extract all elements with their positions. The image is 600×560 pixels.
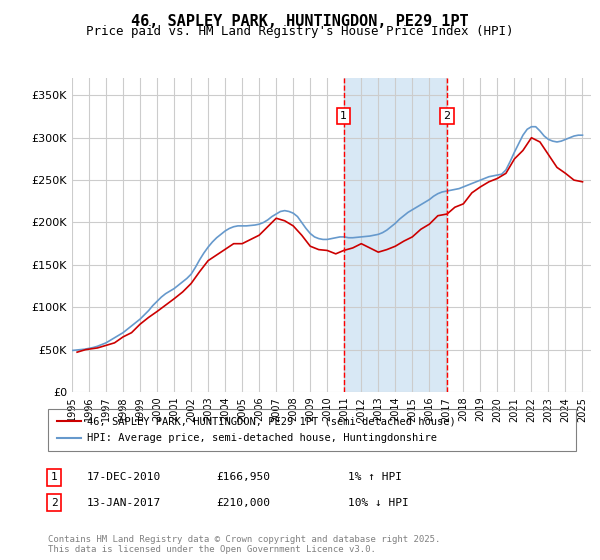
Text: 1% ↑ HPI: 1% ↑ HPI [348,473,402,482]
Text: 1: 1 [50,473,58,482]
Text: 13-JAN-2017: 13-JAN-2017 [87,498,161,507]
Text: 17-DEC-2010: 17-DEC-2010 [87,473,161,482]
Text: 2: 2 [50,498,58,507]
Text: 2: 2 [443,111,451,121]
Text: HPI: Average price, semi-detached house, Huntingdonshire: HPI: Average price, semi-detached house,… [87,433,437,444]
Text: £210,000: £210,000 [216,498,270,507]
Text: 46, SAPLEY PARK, HUNTINGDON, PE29 1PT: 46, SAPLEY PARK, HUNTINGDON, PE29 1PT [131,14,469,29]
Text: 10% ↓ HPI: 10% ↓ HPI [348,498,409,507]
Text: Contains HM Land Registry data © Crown copyright and database right 2025.
This d: Contains HM Land Registry data © Crown c… [48,535,440,554]
Text: 46, SAPLEY PARK, HUNTINGDON, PE29 1PT (semi-detached house): 46, SAPLEY PARK, HUNTINGDON, PE29 1PT (s… [87,416,456,426]
Text: Price paid vs. HM Land Registry's House Price Index (HPI): Price paid vs. HM Land Registry's House … [86,25,514,38]
Text: 1: 1 [340,111,347,121]
Text: £166,950: £166,950 [216,473,270,482]
Bar [344,78,447,392]
